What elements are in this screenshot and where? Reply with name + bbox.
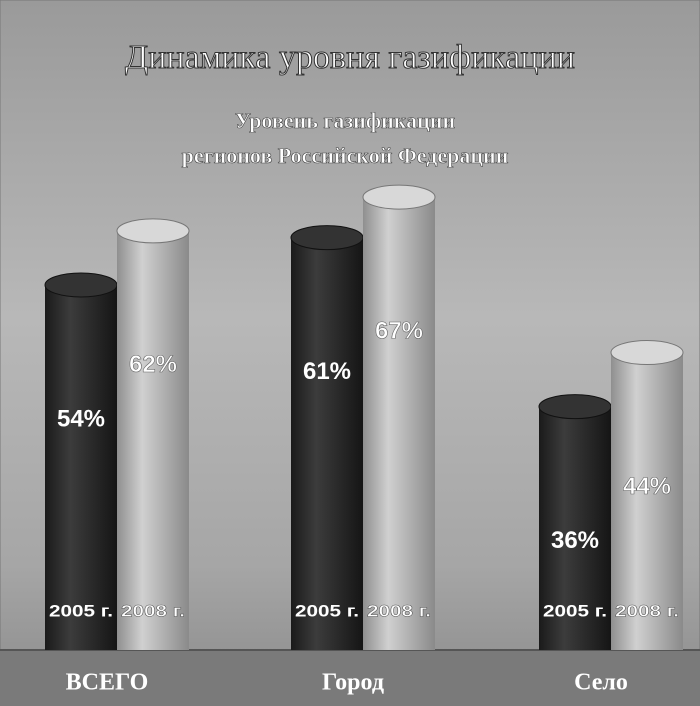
bar [117,230,189,650]
bar-top [610,340,684,366]
bar [539,406,611,650]
value-label: 54% [57,405,105,432]
value-label: 36% [551,527,599,554]
bar-top [290,225,364,251]
x-tick-label: ВСЕГО [66,670,149,696]
value-label: 62% [129,351,177,378]
bar-top [362,184,436,210]
chart-title: Динамика уровня газификации [125,39,575,76]
x-tick-label: Село [574,670,628,696]
x-tick-label: Город [322,670,384,696]
bar-top [44,272,118,298]
legend-label: 2005 г. [295,601,359,620]
bar-top [116,218,190,244]
bar [45,284,117,650]
subtitle: Уровень газификации [235,108,456,133]
bar [363,197,435,650]
value-label: 44% [623,473,671,500]
value-label: 61% [303,358,351,385]
bar [611,352,683,650]
footer-band [0,650,700,706]
bar [291,237,363,650]
legend-label: 2005 г. [543,601,607,620]
legend-label: 2008 г. [121,601,185,620]
subtitle: регионов Российской Федерации [182,143,509,168]
legend-label: 2005 г. [49,601,113,620]
legend-label: 2008 г. [367,601,431,620]
bar-top [538,394,612,420]
value-label: 67% [375,317,423,344]
legend-label: 2008 г. [615,601,679,620]
